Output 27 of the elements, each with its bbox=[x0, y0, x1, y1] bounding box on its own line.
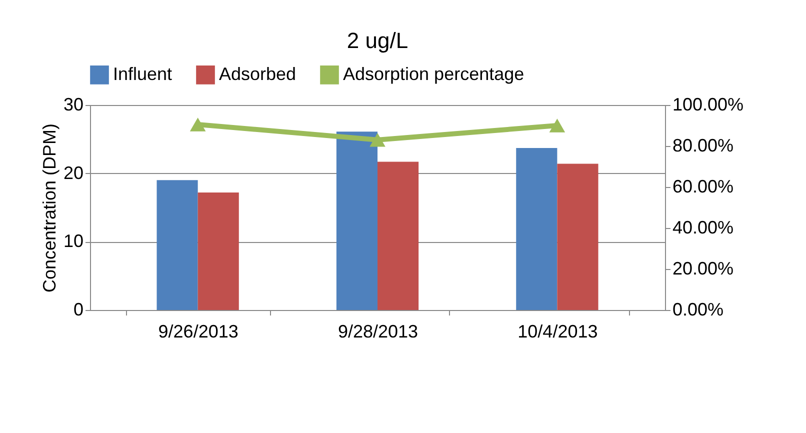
y2-tick-label: 20.00% bbox=[672, 258, 734, 278]
point bbox=[549, 118, 566, 132]
y-axis-title: Concentration (DPM) bbox=[39, 123, 60, 293]
y-tick-label: 20 bbox=[63, 162, 84, 183]
y2-tick-label: 100.00% bbox=[672, 94, 744, 114]
y2-tick-label: 40.00% bbox=[672, 218, 734, 238]
y-tick-label: 0 bbox=[73, 300, 84, 320]
bar bbox=[198, 192, 239, 310]
bar bbox=[378, 162, 419, 310]
y-tick-label: 10 bbox=[63, 231, 84, 252]
bar bbox=[557, 164, 598, 310]
chart-title: 2 ug/L bbox=[346, 28, 408, 53]
x-tick-label: 10/4/2013 bbox=[518, 322, 598, 342]
bar bbox=[156, 180, 198, 310]
x-tick-label: 9/28/2013 bbox=[338, 322, 418, 342]
point bbox=[370, 133, 386, 147]
bar bbox=[336, 132, 378, 310]
point bbox=[190, 118, 206, 132]
y-tick-label: 30 bbox=[63, 94, 84, 114]
legend-label: Adsorption percentage bbox=[343, 64, 524, 84]
y2-tick-label: 60.00% bbox=[672, 176, 734, 196]
y2-tick-label: 0.00% bbox=[672, 300, 724, 320]
x-tick-label: 9/26/2013 bbox=[158, 322, 238, 342]
legend-label: Adsorbed bbox=[219, 64, 296, 84]
bar bbox=[516, 148, 558, 310]
y2-tick-label: 80.00% bbox=[672, 136, 734, 156]
legend-label: Influent bbox=[113, 64, 172, 84]
